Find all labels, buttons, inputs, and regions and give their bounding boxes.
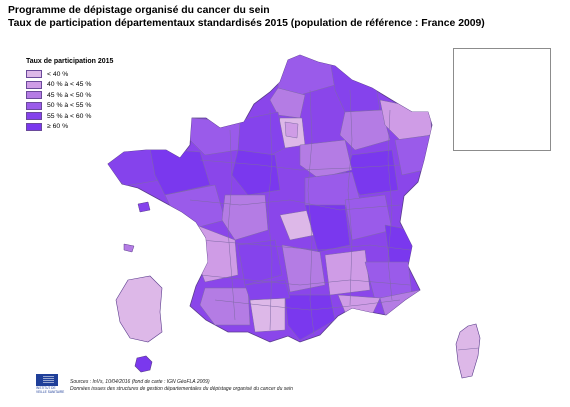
legend-item: 40 % à < 45 % [26, 80, 136, 91]
department [231, 149, 281, 196]
mainland-france [107, 54, 433, 343]
legend-item: 45 % à < 50 % [26, 90, 136, 101]
legend-label: ≥ 60 % [47, 123, 69, 131]
legend-label: 55 % à < 60 % [47, 112, 92, 120]
guadeloupe-map [115, 275, 163, 343]
legend-label: < 40 % [47, 70, 69, 78]
island [137, 201, 151, 213]
legend-swatch [26, 70, 42, 79]
island [123, 243, 135, 253]
legend-item: 55 % à < 60 % [26, 111, 136, 122]
department [281, 244, 326, 293]
legend-item: 50 % à < 55 % [26, 101, 136, 112]
legend-item: < 40 % [26, 69, 136, 80]
sources-text: Sources : InVs, 10/04/2016 (fond de cart… [70, 379, 293, 393]
department [269, 87, 306, 119]
department [284, 294, 336, 341]
department [324, 249, 371, 296]
legend: Taux de participation 2015 < 40 % 40 % à… [26, 58, 136, 132]
title-line-1: Programme de dépistage organisé du cance… [8, 5, 270, 16]
footer: INSTITUT DE VEILLE SANITAIRE Sources : I… [36, 368, 556, 398]
department [244, 279, 291, 301]
department [199, 287, 251, 326]
logo-flag-icon [36, 374, 58, 386]
invs-logo: INSTITUT DE VEILLE SANITAIRE [36, 374, 64, 393]
department [284, 121, 299, 139]
legend-title: Taux de participation 2015 [26, 58, 114, 65]
department [249, 297, 286, 333]
title-line-2: Taux de participation départementaux sta… [8, 18, 485, 29]
department [394, 134, 432, 176]
reunion-map [134, 355, 153, 373]
department-borders [189, 89, 411, 336]
map-title: Programme de dépistage organisé du cance… [8, 4, 563, 30]
department [344, 149, 399, 196]
department [221, 194, 269, 241]
department [339, 109, 391, 151]
legend-swatch [26, 112, 42, 121]
department [237, 239, 283, 286]
legend-item: ≥ 60 % [26, 122, 136, 133]
legend-swatch [26, 80, 42, 89]
legend-swatch [26, 101, 42, 110]
logo-text: INSTITUT DE VEILLE SANITAIRE [36, 386, 65, 394]
sources-note: Données issues des structures de gestion… [70, 386, 293, 392]
legend-label: 50 % à < 55 % [47, 102, 92, 110]
legend-label: 45 % à < 50 % [47, 91, 92, 99]
ile-de-france-inset-frame [453, 48, 551, 151]
corsica-map [455, 323, 481, 379]
department [149, 147, 211, 196]
legend-swatch [26, 122, 42, 131]
legend-label: 40 % à < 45 % [47, 81, 92, 89]
department [304, 204, 351, 253]
sources-line: Sources : InVs, 10/04/2016 (fond de cart… [70, 379, 210, 385]
legend-swatch [26, 91, 42, 100]
corsica-border [457, 347, 480, 351]
